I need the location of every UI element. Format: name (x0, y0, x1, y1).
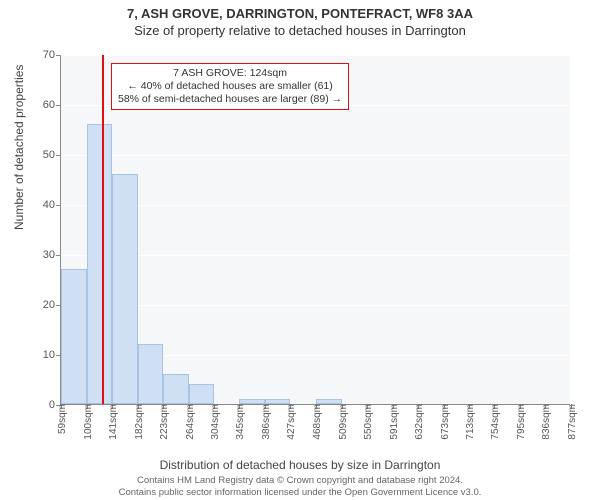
x-axis-label: Distribution of detached houses by size … (0, 458, 600, 472)
chart-title-block: 7, ASH GROVE, DARRINGTON, PONTEFRACT, WF… (0, 0, 600, 38)
y-tick-label: 40 (43, 199, 55, 211)
x-tick-label: 591sqm (389, 404, 400, 440)
y-axis-label: Number of detached properties (12, 65, 26, 230)
x-tick-label: 713sqm (465, 404, 476, 440)
annotation-line: ← 40% of detached houses are smaller (61… (118, 80, 342, 93)
plot-region: 01020304050607059sqm100sqm141sqm182sqm22… (60, 55, 570, 405)
x-tick-label: 509sqm (338, 404, 349, 440)
y-tick-label: 20 (43, 299, 55, 311)
x-tick-label: 264sqm (185, 404, 196, 440)
histogram-bar (87, 124, 113, 404)
histogram-bar (138, 344, 164, 404)
chart-title: 7, ASH GROVE, DARRINGTON, PONTEFRACT, WF… (0, 6, 600, 21)
x-tick-label: 468sqm (312, 404, 323, 440)
x-tick-label: 141sqm (108, 404, 119, 440)
histogram-bar (189, 384, 214, 404)
histogram-bar (112, 174, 138, 404)
y-tick-mark (56, 155, 61, 156)
y-tick-label: 70 (43, 49, 55, 61)
histogram-bar (163, 374, 189, 404)
annotation-box: 7 ASH GROVE: 124sqm← 40% of detached hou… (111, 63, 349, 110)
x-tick-label: 304sqm (210, 404, 221, 440)
y-tick-mark (56, 205, 61, 206)
footer-attribution: Contains HM Land Registry data © Crown c… (0, 475, 600, 498)
y-tick-label: 60 (43, 99, 55, 111)
x-tick-label: 182sqm (134, 404, 145, 440)
x-tick-label: 59sqm (57, 404, 68, 434)
x-tick-label: 673sqm (440, 404, 451, 440)
y-tick-mark (56, 105, 61, 106)
chart-subtitle: Size of property relative to detached ho… (0, 23, 600, 38)
footer-line-1: Contains HM Land Registry data © Crown c… (0, 475, 600, 486)
x-tick-label: 100sqm (83, 404, 94, 440)
annotation-line: 58% of semi-detached houses are larger (… (118, 93, 342, 106)
x-tick-label: 836sqm (541, 404, 552, 440)
chart-area: 01020304050607059sqm100sqm141sqm182sqm22… (60, 55, 570, 405)
x-tick-label: 427sqm (286, 404, 297, 440)
x-tick-label: 223sqm (159, 404, 170, 440)
y-tick-label: 30 (43, 249, 55, 261)
x-tick-label: 550sqm (363, 404, 374, 440)
gridline (61, 155, 570, 156)
x-tick-label: 754sqm (490, 404, 501, 440)
footer-line-2: Contains public sector information licen… (0, 487, 600, 498)
y-tick-mark (56, 255, 61, 256)
y-tick-mark (56, 55, 61, 56)
y-tick-label: 0 (49, 399, 55, 411)
gridline (61, 55, 570, 56)
x-tick-label: 877sqm (567, 404, 578, 440)
x-tick-label: 386sqm (261, 404, 272, 440)
histogram-bar (61, 269, 87, 404)
y-tick-label: 10 (43, 349, 55, 361)
reference-line (102, 55, 104, 404)
annotation-line: 7 ASH GROVE: 124sqm (118, 67, 342, 80)
x-tick-label: 632sqm (414, 404, 425, 440)
x-tick-label: 345sqm (235, 404, 246, 440)
x-tick-label: 795sqm (516, 404, 527, 440)
y-tick-label: 50 (43, 149, 55, 161)
